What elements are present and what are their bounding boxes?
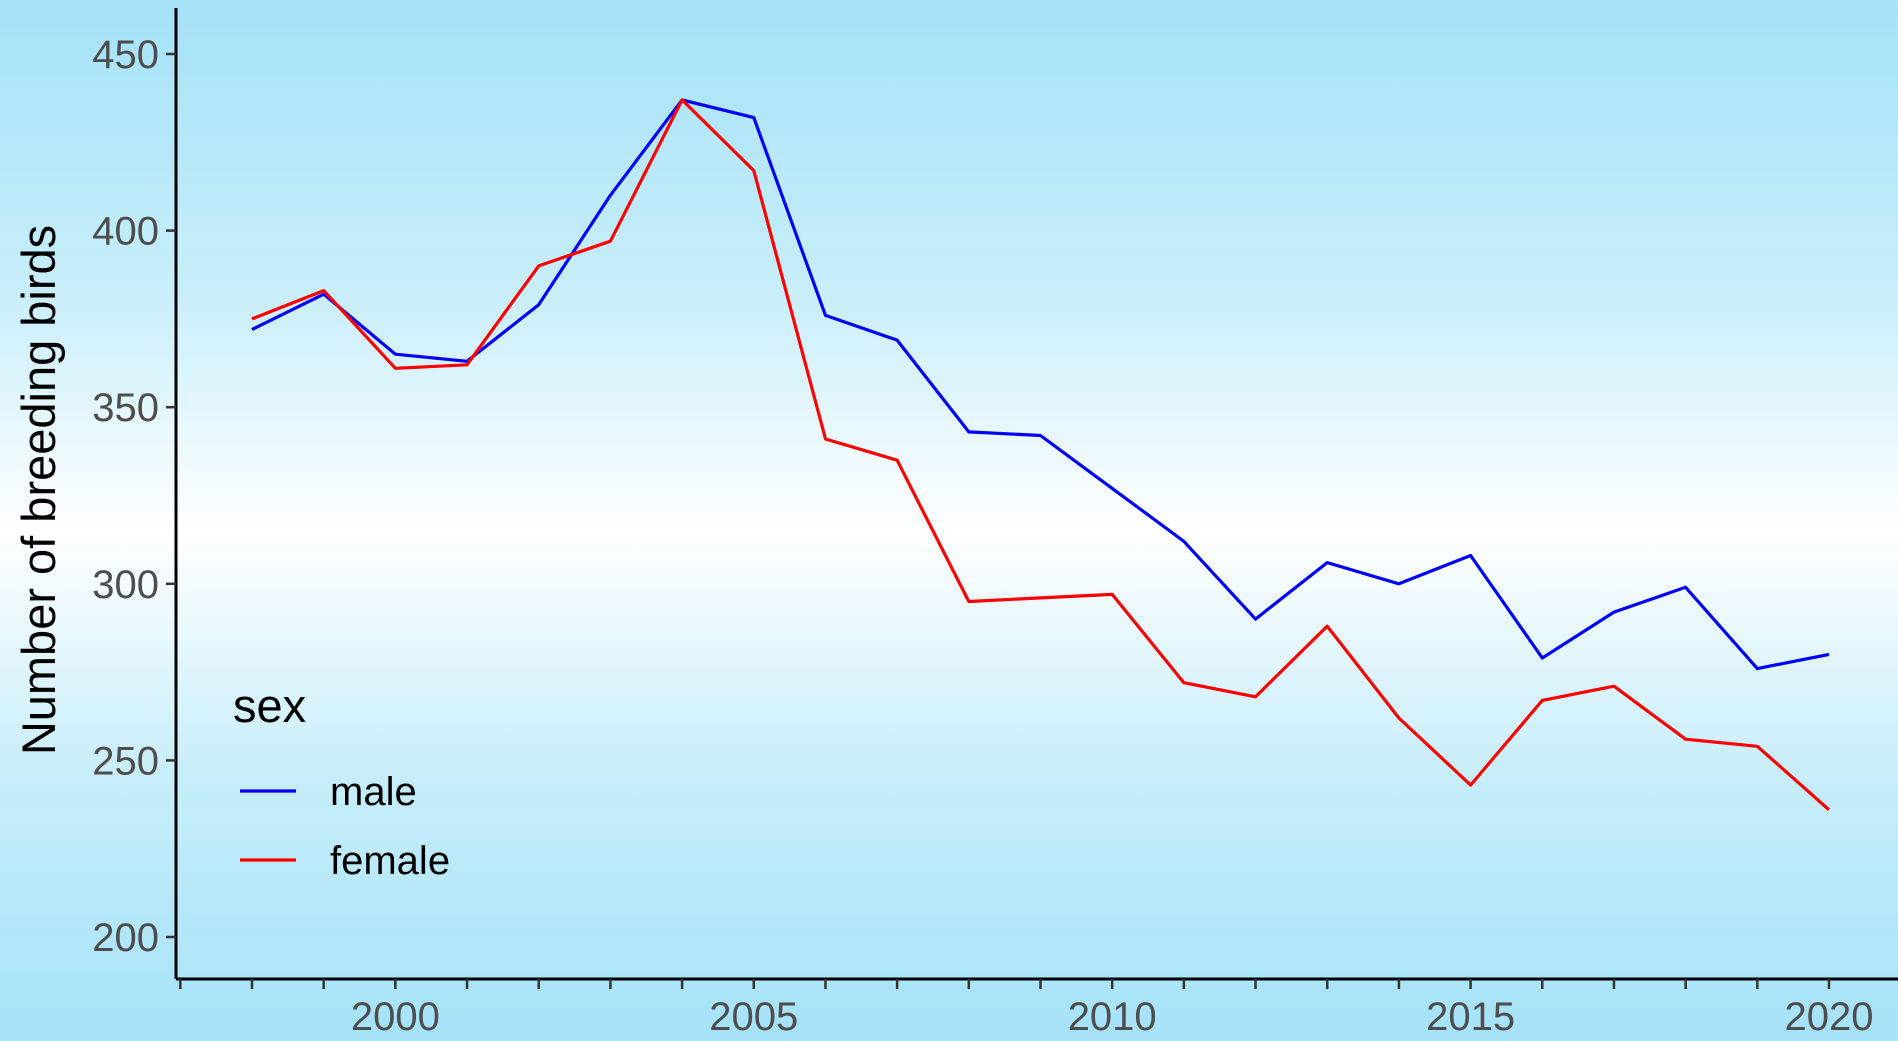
series-lines bbox=[251, 98, 1831, 811]
y-tick-label: 400 bbox=[92, 210, 159, 254]
axes bbox=[174, 8, 1898, 981]
x-axis-ticks: 2000 2005 2010 2015 2020 bbox=[179, 979, 1874, 1039]
series-line-female bbox=[251, 98, 1831, 811]
x-tick-label: 2000 bbox=[351, 995, 440, 1039]
x-tick-label: 2010 bbox=[1068, 995, 1157, 1039]
x-tick-label: 2020 bbox=[1785, 995, 1874, 1039]
y-tick-label: 250 bbox=[92, 739, 159, 783]
y-tick-label: 300 bbox=[92, 563, 159, 607]
legend-label-female: female bbox=[330, 839, 450, 883]
x-tick-label: 2005 bbox=[709, 995, 798, 1039]
series-line-male bbox=[251, 98, 1830, 671]
x-tick-label: 2015 bbox=[1426, 995, 1515, 1039]
y-tick-label: 450 bbox=[92, 33, 159, 77]
legend: sex male female bbox=[233, 679, 450, 883]
y-tick-label: 350 bbox=[92, 386, 159, 430]
legend-label-male: male bbox=[330, 770, 417, 814]
legend-title: sex bbox=[233, 679, 306, 732]
y-tick-label: 200 bbox=[92, 916, 159, 960]
y-axis-ticks: 200 250 300 350 400 450 bbox=[92, 33, 176, 960]
y-axis-title: Number of breeding birds bbox=[12, 225, 65, 755]
